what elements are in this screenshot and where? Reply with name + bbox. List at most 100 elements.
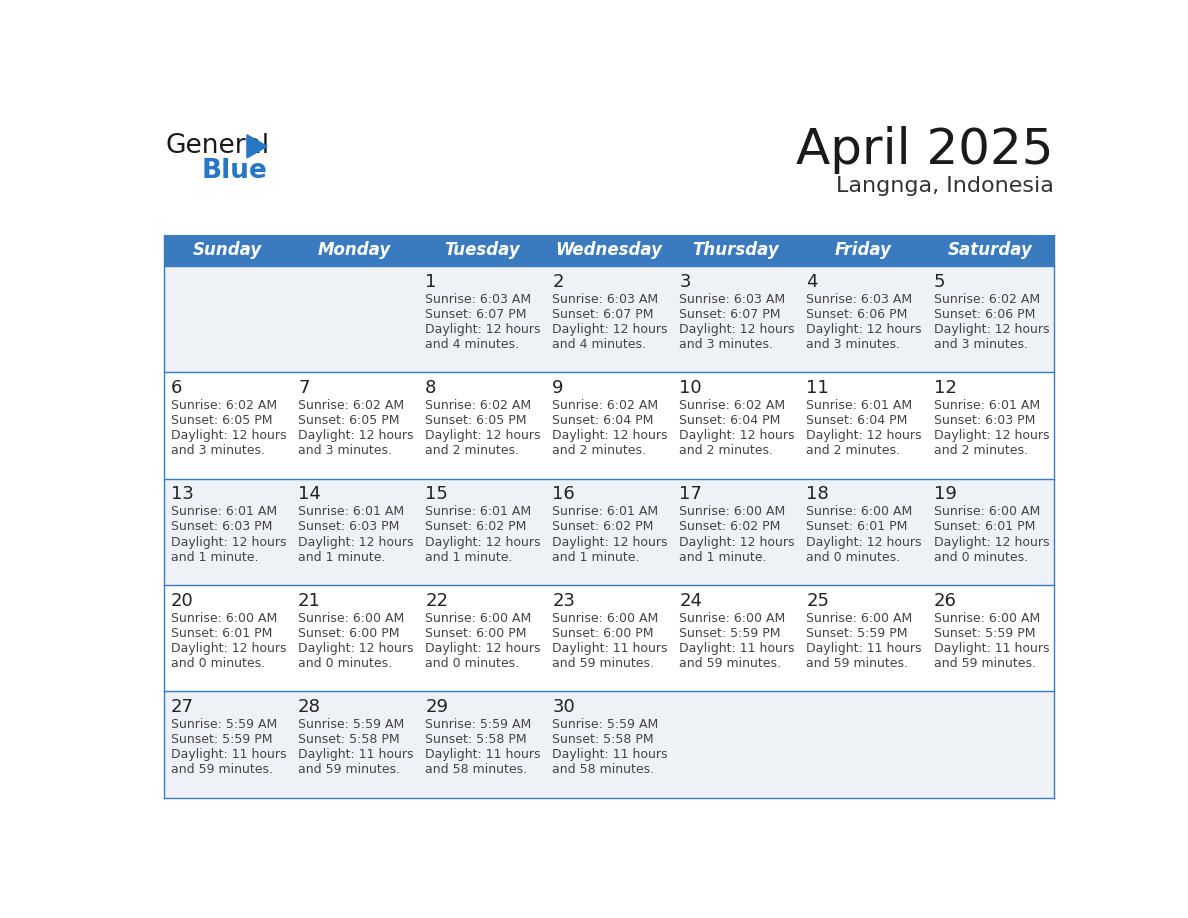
Bar	[164, 691, 1054, 798]
Text: Tuesday: Tuesday	[444, 241, 519, 259]
Text: Sunrise: 6:00 AM: Sunrise: 6:00 AM	[680, 612, 785, 625]
Text: Wednesday: Wednesday	[555, 241, 663, 259]
Text: Daylight: 12 hours: Daylight: 12 hours	[680, 429, 795, 442]
Text: Daylight: 11 hours: Daylight: 11 hours	[934, 642, 1049, 655]
Text: 10: 10	[680, 379, 702, 397]
Text: and 59 minutes.: and 59 minutes.	[934, 657, 1036, 670]
Text: 23: 23	[552, 592, 575, 610]
Text: Sunset: 6:01 PM: Sunset: 6:01 PM	[171, 627, 272, 640]
Text: Sunrise: 6:03 AM: Sunrise: 6:03 AM	[425, 293, 531, 306]
Text: Sunrise: 6:01 AM: Sunrise: 6:01 AM	[425, 506, 531, 519]
Text: Friday: Friday	[834, 241, 891, 259]
Text: Sunrise: 6:00 AM: Sunrise: 6:00 AM	[171, 612, 277, 625]
Text: Sunset: 6:05 PM: Sunset: 6:05 PM	[298, 414, 399, 427]
Text: and 2 minutes.: and 2 minutes.	[552, 444, 646, 457]
Text: Sunrise: 6:00 AM: Sunrise: 6:00 AM	[934, 506, 1040, 519]
Text: Sunrise: 6:00 AM: Sunrise: 6:00 AM	[552, 612, 658, 625]
Text: Sunset: 6:07 PM: Sunset: 6:07 PM	[425, 308, 526, 320]
Text: Sunrise: 6:02 AM: Sunrise: 6:02 AM	[552, 399, 658, 412]
Text: Sunset: 6:02 PM: Sunset: 6:02 PM	[680, 521, 781, 533]
Text: and 58 minutes.: and 58 minutes.	[552, 764, 655, 777]
Text: 18: 18	[807, 486, 829, 503]
Text: Daylight: 12 hours: Daylight: 12 hours	[934, 323, 1049, 336]
Text: and 2 minutes.: and 2 minutes.	[680, 444, 773, 457]
Text: Sunrise: 6:03 AM: Sunrise: 6:03 AM	[807, 293, 912, 306]
Text: Daylight: 12 hours: Daylight: 12 hours	[298, 429, 413, 442]
Text: and 3 minutes.: and 3 minutes.	[807, 338, 901, 351]
Text: Sunrise: 6:02 AM: Sunrise: 6:02 AM	[425, 399, 531, 412]
Text: Sunrise: 6:01 AM: Sunrise: 6:01 AM	[298, 506, 404, 519]
Text: Sunday: Sunday	[192, 241, 263, 259]
Text: and 59 minutes.: and 59 minutes.	[807, 657, 909, 670]
Text: 30: 30	[552, 699, 575, 716]
Text: and 4 minutes.: and 4 minutes.	[552, 338, 646, 351]
Text: Daylight: 12 hours: Daylight: 12 hours	[298, 535, 413, 549]
Text: Daylight: 12 hours: Daylight: 12 hours	[807, 429, 922, 442]
Text: 27: 27	[171, 699, 194, 716]
Text: 17: 17	[680, 486, 702, 503]
Text: Sunrise: 6:02 AM: Sunrise: 6:02 AM	[298, 399, 404, 412]
Text: and 2 minutes.: and 2 minutes.	[807, 444, 901, 457]
Text: and 59 minutes.: and 59 minutes.	[298, 764, 400, 777]
Text: Sunset: 5:59 PM: Sunset: 5:59 PM	[807, 627, 908, 640]
Text: and 3 minutes.: and 3 minutes.	[934, 338, 1028, 351]
Text: Monday: Monday	[318, 241, 391, 259]
Text: Sunrise: 6:02 AM: Sunrise: 6:02 AM	[680, 399, 785, 412]
Text: and 0 minutes.: and 0 minutes.	[425, 657, 519, 670]
Text: and 0 minutes.: and 0 minutes.	[298, 657, 392, 670]
Text: and 3 minutes.: and 3 minutes.	[171, 444, 265, 457]
Text: and 1 minute.: and 1 minute.	[680, 551, 767, 564]
Text: and 0 minutes.: and 0 minutes.	[171, 657, 265, 670]
Text: Sunset: 6:00 PM: Sunset: 6:00 PM	[298, 627, 399, 640]
Text: Sunset: 5:58 PM: Sunset: 5:58 PM	[425, 733, 526, 746]
Text: Sunrise: 5:59 AM: Sunrise: 5:59 AM	[552, 718, 658, 732]
Text: April 2025: April 2025	[796, 126, 1054, 174]
Text: Sunrise: 6:00 AM: Sunrise: 6:00 AM	[934, 612, 1040, 625]
Text: Sunset: 6:03 PM: Sunset: 6:03 PM	[298, 521, 399, 533]
Text: Daylight: 12 hours: Daylight: 12 hours	[171, 429, 286, 442]
Text: and 3 minutes.: and 3 minutes.	[298, 444, 392, 457]
Text: and 4 minutes.: and 4 minutes.	[425, 338, 519, 351]
Text: and 1 minute.: and 1 minute.	[171, 551, 259, 564]
Text: 4: 4	[807, 273, 819, 291]
Text: Sunset: 5:59 PM: Sunset: 5:59 PM	[934, 627, 1035, 640]
Text: 12: 12	[934, 379, 956, 397]
Text: Sunset: 6:04 PM: Sunset: 6:04 PM	[807, 414, 908, 427]
Text: Sunrise: 5:59 AM: Sunrise: 5:59 AM	[298, 718, 404, 732]
Text: Daylight: 12 hours: Daylight: 12 hours	[552, 535, 668, 549]
Text: Daylight: 12 hours: Daylight: 12 hours	[807, 323, 922, 336]
Text: and 1 minute.: and 1 minute.	[298, 551, 386, 564]
Text: 1: 1	[425, 273, 436, 291]
Text: 14: 14	[298, 486, 321, 503]
Text: Sunrise: 6:03 AM: Sunrise: 6:03 AM	[680, 293, 785, 306]
Text: and 1 minute.: and 1 minute.	[552, 551, 640, 564]
Text: 5: 5	[934, 273, 946, 291]
Text: and 0 minutes.: and 0 minutes.	[934, 551, 1028, 564]
Text: Sunset: 6:05 PM: Sunset: 6:05 PM	[171, 414, 272, 427]
Text: Sunrise: 5:59 AM: Sunrise: 5:59 AM	[171, 718, 277, 732]
Text: Sunset: 6:00 PM: Sunset: 6:00 PM	[552, 627, 653, 640]
Text: Daylight: 12 hours: Daylight: 12 hours	[171, 642, 286, 655]
Text: 11: 11	[807, 379, 829, 397]
Text: 26: 26	[934, 592, 956, 610]
Text: Sunset: 6:02 PM: Sunset: 6:02 PM	[552, 521, 653, 533]
Text: 21: 21	[298, 592, 321, 610]
Text: Daylight: 11 hours: Daylight: 11 hours	[680, 642, 795, 655]
Text: Sunset: 6:06 PM: Sunset: 6:06 PM	[934, 308, 1035, 320]
Text: 8: 8	[425, 379, 436, 397]
Text: 15: 15	[425, 486, 448, 503]
Text: Daylight: 12 hours: Daylight: 12 hours	[680, 323, 795, 336]
Text: 19: 19	[934, 486, 956, 503]
Text: Sunset: 6:04 PM: Sunset: 6:04 PM	[552, 414, 653, 427]
Text: and 1 minute.: and 1 minute.	[425, 551, 513, 564]
Text: Daylight: 11 hours: Daylight: 11 hours	[171, 748, 286, 761]
Text: Daylight: 12 hours: Daylight: 12 hours	[425, 323, 541, 336]
Text: Sunrise: 6:01 AM: Sunrise: 6:01 AM	[171, 506, 277, 519]
Text: and 0 minutes.: and 0 minutes.	[807, 551, 901, 564]
Text: Sunset: 6:04 PM: Sunset: 6:04 PM	[680, 414, 781, 427]
Text: Sunset: 6:05 PM: Sunset: 6:05 PM	[425, 414, 526, 427]
Text: Daylight: 12 hours: Daylight: 12 hours	[298, 642, 413, 655]
Text: Daylight: 12 hours: Daylight: 12 hours	[680, 535, 795, 549]
Text: Daylight: 11 hours: Daylight: 11 hours	[298, 748, 413, 761]
Text: Sunset: 6:02 PM: Sunset: 6:02 PM	[425, 521, 526, 533]
